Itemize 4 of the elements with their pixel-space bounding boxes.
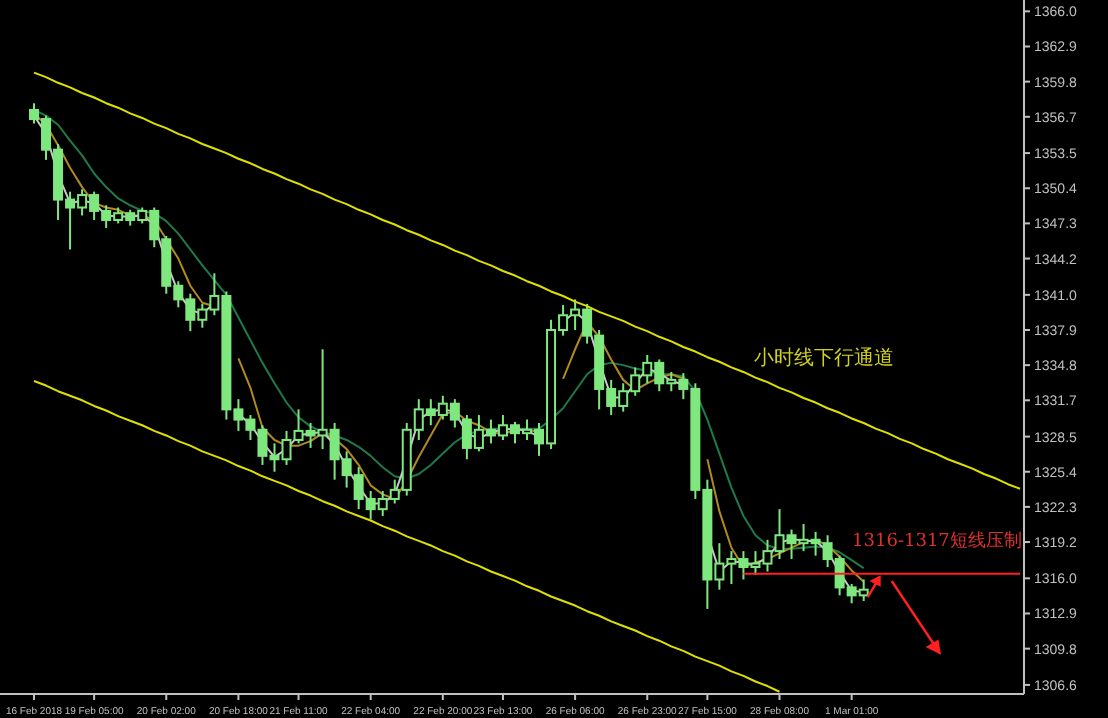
annotation: 1316-1317短线压制: [852, 530, 1022, 553]
annotation: 小时线下行通道: [754, 346, 895, 371]
line-series: [33, 380, 781, 693]
line-series: [33, 71, 1021, 490]
